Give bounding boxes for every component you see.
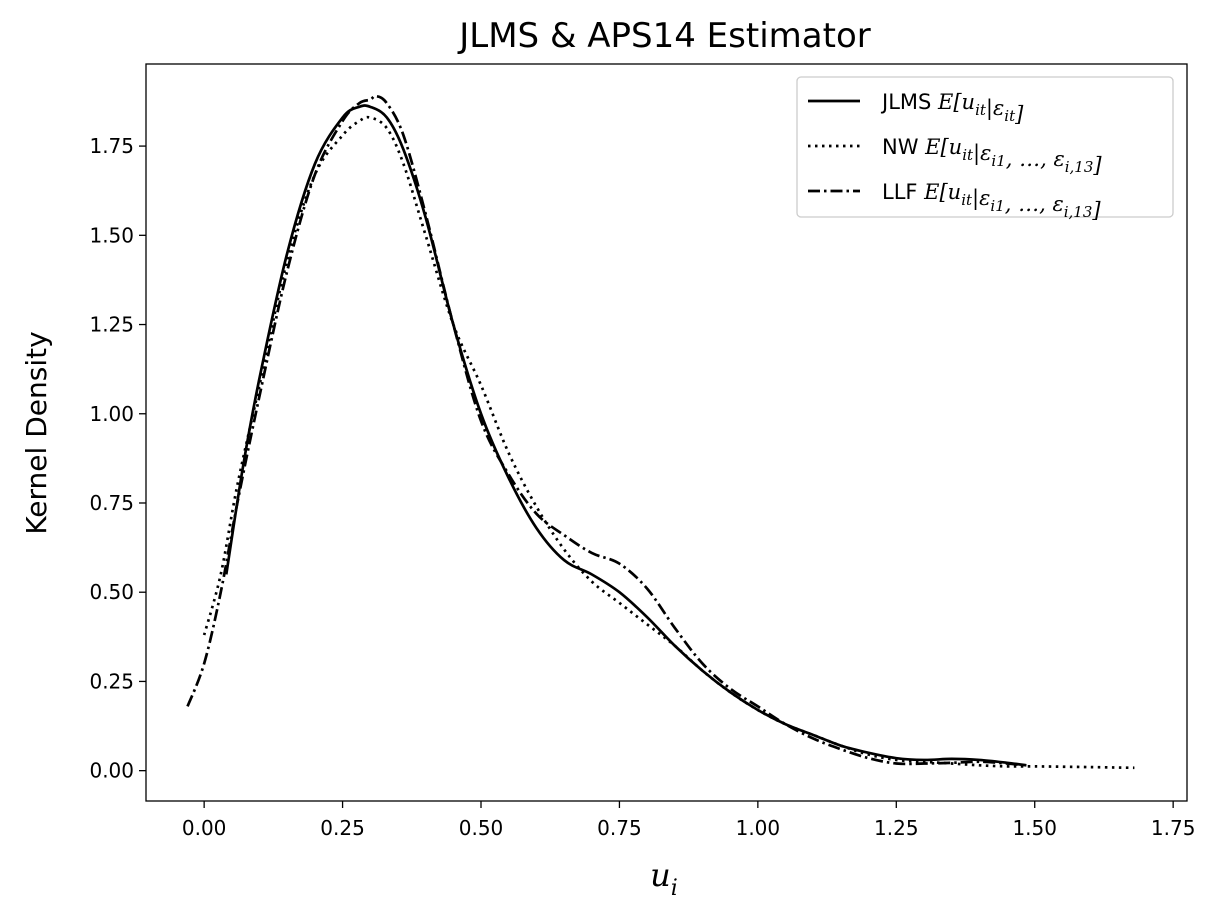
series-line-jlms bbox=[224, 104, 1027, 767]
x-tick-label: 1.25 bbox=[874, 816, 919, 840]
chart-title: JLMS & APS14 Estimator bbox=[457, 16, 870, 56]
x-tick-label: 1.50 bbox=[1012, 816, 1057, 840]
x-axis-label: ui bbox=[650, 856, 678, 901]
legend-label-jlms: JLMS E[uit|εit] bbox=[880, 90, 1024, 126]
legend: JLMS E[uit|εit] NW E[uit|εi1, …, εi,13]LL… bbox=[796, 76, 1174, 222]
x-axis-label-base: u bbox=[650, 856, 671, 894]
y-tick-label: 0.75 bbox=[89, 491, 134, 515]
y-tick-label: 0.00 bbox=[89, 759, 134, 783]
x-tick-label: 0.50 bbox=[459, 816, 504, 840]
y-tick-label: 0.25 bbox=[89, 669, 134, 693]
y-tick-label: 1.00 bbox=[89, 402, 134, 426]
series-layer bbox=[186, 94, 1135, 770]
x-tick-label: 1.00 bbox=[736, 816, 781, 840]
legend-label-llf: LLF E[uit|εi1, …, εi,13] bbox=[882, 180, 1101, 222]
series-line-llf bbox=[186, 94, 1024, 767]
x-tick-label: 0.00 bbox=[182, 816, 227, 840]
y-tick-label: 1.75 bbox=[89, 134, 134, 158]
series-line-nw bbox=[202, 115, 1135, 770]
x-tick-label: 0.25 bbox=[320, 816, 365, 840]
x-tick-label: 1.75 bbox=[1151, 816, 1196, 840]
legend-label-nw: NW E[uit|εi1, …, εi,13] bbox=[882, 135, 1102, 177]
plot-frame bbox=[145, 63, 1188, 802]
x-axis-label-sub: i bbox=[671, 876, 678, 901]
axis-ticks: 0.00 0.25 0.50 0.75 1.00 1.25 1.50 1.75 0.00 0.25… bbox=[89, 134, 1195, 840]
y-axis-label: Kernel Density bbox=[20, 331, 53, 534]
y-tick-label: 1.25 bbox=[89, 313, 134, 337]
legend-box bbox=[796, 76, 1174, 218]
y-tick-label: 0.50 bbox=[89, 580, 134, 604]
y-tick-label: 1.50 bbox=[89, 223, 134, 247]
x-tick-label: 0.75 bbox=[597, 816, 642, 840]
